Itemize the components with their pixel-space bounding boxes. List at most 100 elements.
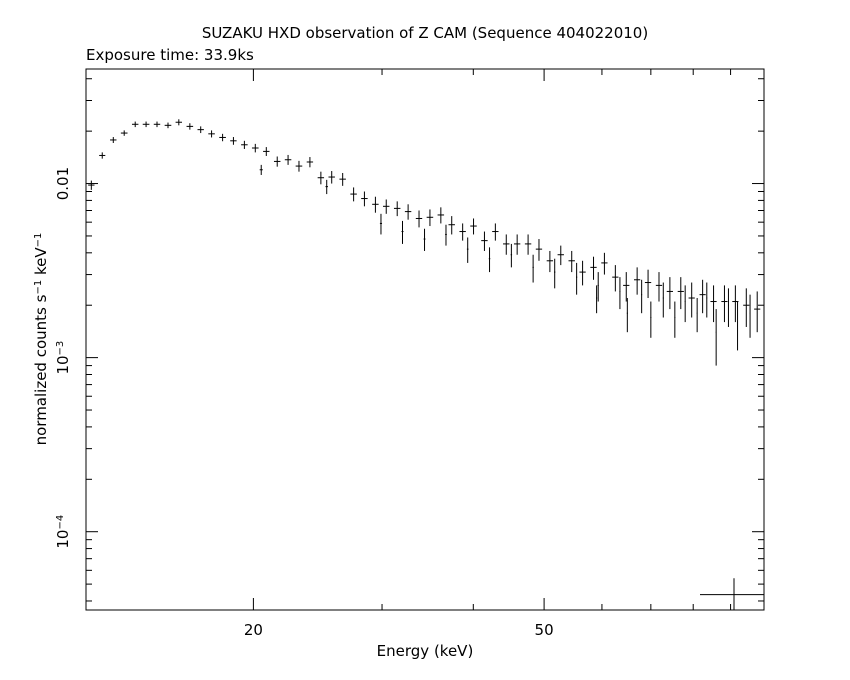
data-point [379,213,383,235]
data-point [554,258,556,289]
data-point [259,164,263,175]
data-point [317,171,325,185]
reference-cross [700,578,764,610]
data-point [448,216,455,235]
data-point [88,180,95,190]
y-axis-label-base: normalized counts s [32,294,50,445]
data-point [120,130,128,136]
data-point [510,243,513,268]
data-point [674,301,676,338]
data-point [535,239,543,261]
data-point [597,272,599,302]
data-points [88,119,761,366]
data-point [662,282,664,318]
data-point [219,133,226,142]
data-point [481,231,488,251]
y-tick-label: 0.01 [54,167,72,200]
data-point [684,285,686,323]
y-axis-label-exp1: −1 [33,280,44,295]
data-point [466,237,469,263]
data-point [325,179,328,195]
data-point [488,247,491,273]
data-point [641,279,643,314]
data-point [372,196,379,213]
data-point [404,204,412,220]
data-point [721,285,728,323]
data-point [706,282,708,318]
data-point [382,199,390,214]
data-point [546,250,554,273]
data-point [655,272,663,302]
x-tick-label: 50 [535,621,554,639]
x-tick-label: 20 [244,621,263,639]
data-point [401,220,404,244]
data-point [579,260,586,286]
data-point [754,291,761,333]
data-point [743,288,750,327]
axis-tick-labels: 20 50 10−4 10−3 0.01 [54,167,554,639]
data-point [696,298,698,333]
data-point [612,265,619,292]
y-axis-label-unit: keV [32,247,50,275]
data-point [699,279,706,314]
data-point [423,228,426,251]
data-point [153,121,161,128]
data-point [350,187,357,202]
y-axis-label-exp2: −1 [33,233,44,248]
data-point [328,171,335,184]
data-point [557,245,564,266]
data-point [445,224,447,246]
data-point [99,152,106,159]
data-point [619,277,621,310]
data-point [650,301,652,338]
data-point [644,269,652,299]
data-point [295,160,303,172]
data-point [339,172,346,186]
data-point [241,140,248,149]
data-point [415,210,423,228]
data-point [568,250,575,273]
data-point [532,254,534,283]
data-point [590,256,597,280]
data-point [273,156,281,167]
data-point [426,209,434,227]
data-point [727,288,729,327]
data-point [715,309,717,366]
data-point [576,262,578,295]
data-point [470,218,477,235]
data-point [513,234,521,255]
data-point [623,272,630,302]
data-point [666,277,673,310]
data-point [437,207,445,224]
data-point [164,122,172,129]
data-point [197,126,204,134]
data-point [749,294,751,338]
data-point [677,277,684,310]
data-point [131,121,139,128]
data-point [524,234,532,255]
data-point [306,157,314,168]
data-point [459,223,466,241]
data-point [175,119,183,126]
chart-title: SUZAKU HXD observation of Z CAM (Sequenc… [202,24,648,42]
data-point [626,298,628,333]
data-point [142,121,150,128]
data-point [263,147,270,156]
chart-subtitle: Exposure time: 33.9ks [86,46,254,64]
data-point [601,252,608,275]
data-point [503,234,510,255]
data-point [393,201,401,217]
data-point [251,143,259,153]
y-axis-label: normalized counts s−1 keV−1 [32,233,50,446]
y-tick-label: 10−4 [54,515,72,549]
data-point [186,123,194,130]
axis-ticks [86,69,765,610]
data-point [633,267,641,295]
data-point [596,285,598,314]
data-point [361,191,368,207]
data-point [737,301,739,351]
plot-frame [85,68,765,611]
x-axis-label: Energy (keV) [377,642,474,660]
y-tick-label: 10−3 [54,341,72,375]
